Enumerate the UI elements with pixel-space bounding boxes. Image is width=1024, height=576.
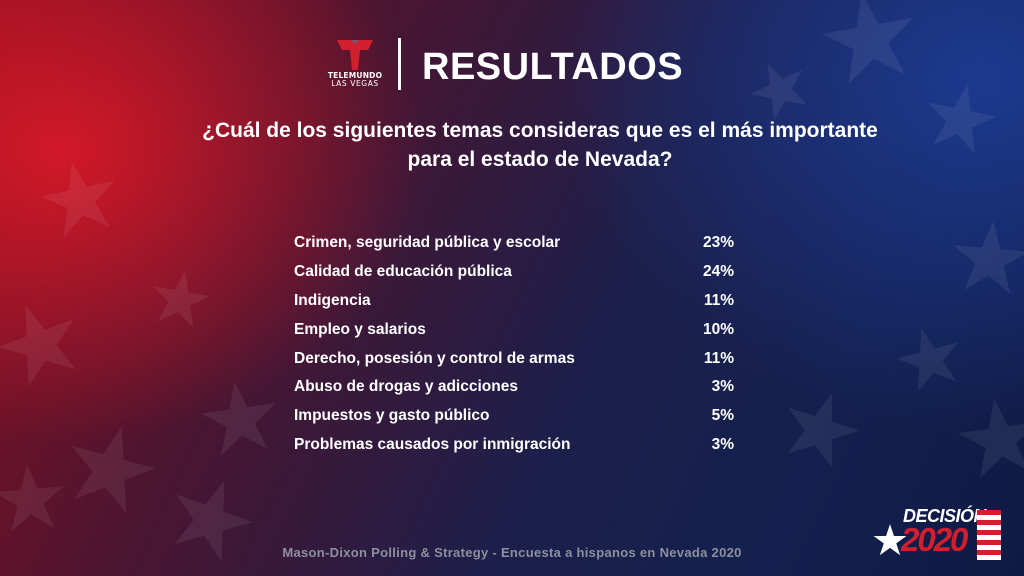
badge-stripes-icon xyxy=(977,510,1001,560)
page-title: RESULTADOS xyxy=(422,46,684,88)
result-row: Crimen, seguridad pública y escolar 23% xyxy=(294,229,734,258)
result-label: Problemas causados por inmigración xyxy=(294,435,571,453)
badge-star-icon xyxy=(873,524,907,556)
badge-title: DECISIÓN xyxy=(903,506,987,526)
telemundo-t-icon xyxy=(335,38,375,72)
result-label: Empleo y salarios xyxy=(294,320,426,338)
result-value: 24% xyxy=(702,263,734,281)
result-value: 11% xyxy=(703,291,734,309)
result-value: 5% xyxy=(711,407,734,425)
result-row: Derecho, posesión y control de armas 11% xyxy=(294,344,734,373)
source-credit: Mason-Dixon Polling & Strategy - Encuest… xyxy=(282,545,742,560)
result-value: 10% xyxy=(702,320,734,338)
result-label: Impuestos y gasto público xyxy=(294,407,490,425)
result-label: Derecho, posesión y control de armas xyxy=(294,349,575,367)
result-row: Calidad de educación pública 24% xyxy=(294,258,734,287)
result-value: 3% xyxy=(711,435,734,453)
logo-brand-name: TELEMUNDO xyxy=(327,71,383,80)
result-label: Calidad de educación pública xyxy=(294,263,512,281)
survey-question: ¿Cuál de los siguientes temas consideras… xyxy=(0,116,1024,174)
question-line-1: ¿Cuál de los siguientes temas consideras… xyxy=(202,119,878,142)
result-label: Abuso de drogas y adicciones xyxy=(294,378,518,396)
telemundo-logo: TELEMUNDO LAS VEGAS xyxy=(324,38,386,94)
result-value: 11% xyxy=(703,349,734,367)
result-label: Indigencia xyxy=(294,291,371,309)
result-row: Abuso de drogas y adicciones 3% xyxy=(294,373,734,402)
result-value: 23% xyxy=(702,234,734,252)
logo-region: LAS VEGAS xyxy=(331,79,379,88)
header-divider xyxy=(398,38,401,90)
result-row: Impuestos y gasto público 5% xyxy=(294,402,734,431)
result-row: Indigencia 11% xyxy=(294,287,734,316)
result-row: Problemas causados por inmigración 3% xyxy=(294,431,734,460)
decision-2020-badge: DECISIÓN 2020 xyxy=(873,506,1009,564)
result-value: 3% xyxy=(711,378,734,396)
results-list: Crimen, seguridad pública y escolar 23% … xyxy=(294,229,734,459)
result-label: Crimen, seguridad pública y escolar xyxy=(294,234,561,252)
result-row: Empleo y salarios 10% xyxy=(294,315,734,344)
question-line-2: para el estado de Nevada? xyxy=(407,148,673,171)
badge-year: 2020 xyxy=(901,521,968,558)
